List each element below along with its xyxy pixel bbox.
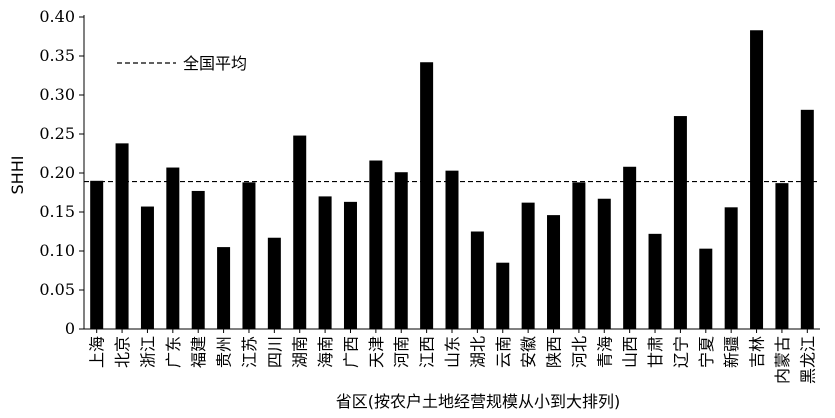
x-tick-label: 海南 <box>316 336 335 368</box>
bar-15 <box>470 231 484 329</box>
bar-17 <box>521 202 535 329</box>
x-tick-label: 宁夏 <box>697 336 716 368</box>
y-tick-label: 0.10 <box>39 241 75 260</box>
bar-25 <box>724 207 738 329</box>
bar-2 <box>140 206 154 329</box>
bar-27 <box>775 183 789 329</box>
bar-4 <box>191 190 205 329</box>
y-axis-ticks: 0 0.05 0.10 0.15 0.20 0.25 0.30 0.35 0.40 <box>39 7 84 338</box>
bar-13 <box>420 62 434 330</box>
y-tick-label: 0.35 <box>39 46 75 65</box>
bar-10 <box>343 201 357 329</box>
x-tick-label: 青海 <box>595 336 614 368</box>
x-tick-label: 陕西 <box>545 336 564 368</box>
x-tick-label: 福建 <box>189 336 208 368</box>
bar-22 <box>648 233 662 329</box>
x-tick-label: 新疆 <box>722 336 741 368</box>
bar-23 <box>673 116 687 329</box>
bar-20 <box>597 198 611 329</box>
x-tick-label: 北京 <box>113 336 132 368</box>
x-tick-label: 黑龙江 <box>798 336 817 384</box>
y-tick-label: 0.40 <box>39 7 75 26</box>
x-tick-label: 辽宁 <box>671 336 690 368</box>
bar-6 <box>242 182 256 329</box>
x-tick-label: 浙江 <box>138 336 157 368</box>
x-tick-label: 江苏 <box>240 336 259 368</box>
bar-5 <box>217 247 231 329</box>
x-tick-label: 山东 <box>443 336 462 368</box>
bars <box>90 30 814 330</box>
x-tick-label: 河北 <box>570 336 589 368</box>
bar-24 <box>699 248 713 329</box>
legend-label: 全国平均 <box>183 54 247 73</box>
bar-26 <box>750 30 764 329</box>
bar-14 <box>445 170 459 329</box>
x-tick-label: 安徽 <box>519 336 538 368</box>
bar-21 <box>623 166 637 329</box>
bar-28 <box>800 109 814 329</box>
y-axis-label: SHHI <box>8 156 27 195</box>
y-tick-label: 0 <box>65 319 75 338</box>
bar-16 <box>496 262 510 329</box>
y-tick-label: 0.15 <box>39 202 75 221</box>
x-tick-label: 上海 <box>88 336 107 368</box>
x-tick-label: 甘肃 <box>646 336 665 368</box>
x-tick-label: 贵州 <box>215 336 234 368</box>
y-tick-label: 0.05 <box>39 280 75 299</box>
x-tick-label: 湖北 <box>468 336 487 368</box>
bar-12 <box>394 172 408 329</box>
x-tick-label: 广西 <box>341 336 360 368</box>
x-axis-label: 省区(按农户土地经营规模从小到大排列) <box>336 392 621 411</box>
bar-0 <box>90 180 104 329</box>
bar-19 <box>572 182 586 329</box>
bar-18 <box>547 215 561 329</box>
x-tick-label: 湖南 <box>291 336 310 368</box>
x-tick-label: 山西 <box>621 336 640 368</box>
y-tick-label: 0.20 <box>39 163 75 182</box>
x-tick-label: 江西 <box>418 336 437 368</box>
x-tick-label: 广东 <box>164 336 183 368</box>
y-tick-label: 0.30 <box>39 85 75 104</box>
x-tick-label: 吉林 <box>748 336 767 368</box>
x-tick-label: 河南 <box>392 336 411 368</box>
x-tick-label: 天津 <box>367 336 386 368</box>
bar-3 <box>166 167 180 329</box>
bar-7 <box>267 237 281 329</box>
x-tick-label: 内蒙古 <box>773 336 792 384</box>
bar-11 <box>369 160 383 329</box>
x-axis-ticks: 上海 北京 浙江 广东 福建 贵州 江苏 四川 湖南 海南 广西 天津 河南 江西 山东 湖北 云南 安徽 陕西 河北… <box>88 329 817 384</box>
x-tick-label: 云南 <box>494 336 513 368</box>
x-tick-label: 四川 <box>265 336 284 368</box>
legend: 全国平均 <box>117 54 247 73</box>
bar-8 <box>293 135 307 329</box>
bar-9 <box>318 196 332 329</box>
bar-1 <box>115 143 129 329</box>
y-tick-label: 0.25 <box>39 124 75 143</box>
